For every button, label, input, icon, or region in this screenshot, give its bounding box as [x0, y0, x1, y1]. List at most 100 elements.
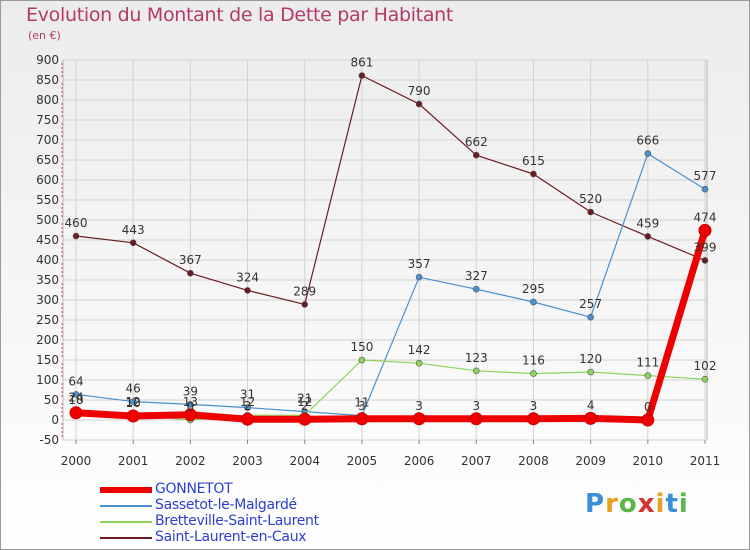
legend-label: Saint-Laurent-en-Caux	[155, 529, 307, 545]
data-label: 520	[579, 192, 602, 206]
data-label: 327	[465, 269, 488, 283]
brand-logo: Proxiti	[585, 489, 689, 519]
series-line	[75, 153, 706, 417]
data-point	[412, 412, 426, 426]
y-tick-label: 100	[36, 373, 59, 387]
data-label: 46	[126, 382, 141, 396]
data-label: 31	[240, 388, 255, 402]
data-point	[183, 408, 197, 422]
data-point	[244, 404, 251, 411]
x-tick-label: 2010	[633, 454, 664, 468]
data-point	[298, 412, 312, 426]
y-tick-label: 700	[36, 133, 59, 147]
data-label: 367	[179, 253, 202, 267]
y-tick-label: 600	[36, 173, 59, 187]
data-label: 12	[297, 395, 312, 409]
data-point	[472, 367, 480, 375]
data-label: 11	[354, 396, 369, 410]
data-label: 116	[522, 354, 545, 368]
data-label: 3	[530, 399, 538, 413]
data-point	[530, 170, 537, 178]
y-tick-label: 50	[44, 393, 59, 407]
y-tick-label: 450	[36, 233, 59, 247]
data-point	[644, 233, 652, 240]
x-tick-label: 2006	[404, 454, 435, 468]
data-label: 120	[579, 352, 602, 366]
data-point	[415, 273, 423, 281]
data-point	[526, 412, 540, 426]
y-tick-label: 850	[36, 73, 59, 87]
x-tick-label: 2001	[118, 454, 149, 468]
axes: -500501001502002503003504004505005506006…	[36, 53, 720, 468]
data-point	[244, 287, 251, 294]
data-point	[701, 185, 709, 193]
data-label: 10	[126, 396, 141, 410]
data-point	[644, 150, 652, 157]
y-tick-label: 0	[51, 413, 59, 427]
data-label: 150	[350, 340, 373, 354]
legend-label: Bretteville-Saint-Laurent	[155, 513, 319, 529]
data-point	[415, 100, 423, 108]
data-label: 662	[465, 135, 488, 149]
data-point	[415, 359, 423, 367]
legend-label: GONNETOT	[155, 481, 233, 497]
y-tick-label: 200	[36, 333, 59, 347]
y-tick-label: 150	[36, 353, 59, 367]
data-point	[187, 401, 194, 408]
y-tick-label: 250	[36, 313, 59, 327]
data-point	[701, 257, 709, 264]
legend-swatch	[100, 505, 152, 507]
data-label: 289	[293, 284, 316, 298]
legend-swatch	[100, 487, 152, 493]
data-point	[701, 375, 709, 383]
data-point	[530, 370, 537, 377]
data-label: 399	[694, 240, 717, 254]
data-label: 666	[636, 134, 659, 148]
x-tick-label: 2004	[289, 454, 320, 468]
legend-swatch	[100, 537, 152, 539]
data-point	[641, 413, 655, 427]
data-label: 861	[350, 56, 373, 70]
data-point	[472, 285, 480, 293]
data-point	[358, 72, 366, 79]
x-tick-label: 2002	[175, 454, 206, 468]
chart-subtitle: (en €)	[28, 29, 61, 42]
legend-label: Sassetot-le-Malgardé	[155, 497, 297, 513]
y-tick-label: 650	[36, 153, 59, 167]
data-label: 12	[240, 395, 255, 409]
data-label: 357	[408, 257, 431, 271]
data-label: 4	[587, 398, 595, 412]
data-label: 111	[636, 356, 659, 370]
data-point	[584, 411, 598, 425]
data-label: 142	[408, 343, 431, 357]
data-point	[72, 232, 80, 240]
y-tick-label: 550	[36, 193, 59, 207]
y-tick-label: 350	[36, 273, 59, 287]
data-label: 12	[126, 395, 141, 409]
x-tick-label: 2009	[575, 454, 606, 468]
data-label: 460	[65, 216, 88, 230]
y-tick-label: 400	[36, 253, 59, 267]
data-label: 3	[358, 399, 366, 413]
chart-title: Evolution du Montant de la Dette par Hab…	[26, 4, 454, 26]
data-labels: 18 10 13 2 2 3 3 3 3 4 0 474 64 46 39 31 21 11 357 327 295 25…	[65, 56, 717, 414]
data-label: 0	[187, 400, 195, 414]
data-label: 2	[244, 399, 252, 413]
data-label: 39	[183, 384, 198, 398]
data-label: 257	[579, 297, 602, 311]
data-point	[301, 301, 309, 308]
data-point	[72, 391, 80, 398]
series-line	[75, 359, 706, 421]
x-tick-label: 2007	[461, 454, 492, 468]
plot-border	[62, 59, 708, 441]
data-point	[129, 398, 137, 405]
data-point	[187, 269, 194, 277]
data-label: 615	[522, 154, 545, 168]
data-point	[358, 356, 366, 364]
data-label: 64	[68, 374, 83, 388]
x-tick-label: 2011	[690, 454, 721, 468]
data-point	[472, 151, 480, 159]
data-label: 123	[465, 351, 488, 365]
data-point	[469, 412, 483, 426]
